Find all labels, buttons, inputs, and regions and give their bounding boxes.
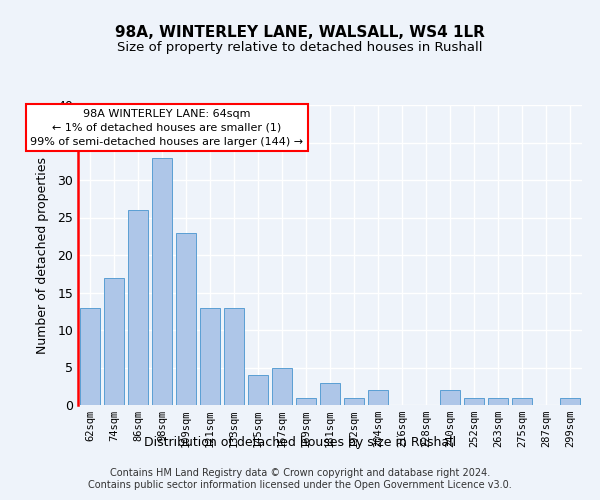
Bar bbox=[464, 398, 484, 405]
Text: Contains public sector information licensed under the Open Government Licence v3: Contains public sector information licen… bbox=[88, 480, 512, 490]
Bar bbox=[104, 278, 124, 405]
Y-axis label: Number of detached properties: Number of detached properties bbox=[36, 156, 49, 354]
Text: Contains HM Land Registry data © Crown copyright and database right 2024.: Contains HM Land Registry data © Crown c… bbox=[110, 468, 490, 477]
Bar bbox=[296, 398, 316, 405]
Bar bbox=[152, 158, 172, 405]
Bar bbox=[200, 308, 220, 405]
Bar bbox=[440, 390, 460, 405]
Bar bbox=[272, 368, 292, 405]
Bar bbox=[560, 398, 580, 405]
Text: 98A, WINTERLEY LANE, WALSALL, WS4 1LR: 98A, WINTERLEY LANE, WALSALL, WS4 1LR bbox=[115, 25, 485, 40]
Bar bbox=[176, 232, 196, 405]
Text: 98A WINTERLEY LANE: 64sqm
← 1% of detached houses are smaller (1)
99% of semi-de: 98A WINTERLEY LANE: 64sqm ← 1% of detach… bbox=[30, 109, 304, 147]
Bar bbox=[512, 398, 532, 405]
Bar bbox=[368, 390, 388, 405]
Text: Size of property relative to detached houses in Rushall: Size of property relative to detached ho… bbox=[117, 41, 483, 54]
Bar bbox=[320, 382, 340, 405]
Bar bbox=[488, 398, 508, 405]
Bar bbox=[248, 375, 268, 405]
Bar bbox=[344, 398, 364, 405]
Text: Distribution of detached houses by size in Rushall: Distribution of detached houses by size … bbox=[144, 436, 456, 449]
Bar bbox=[80, 308, 100, 405]
Bar bbox=[224, 308, 244, 405]
Bar bbox=[128, 210, 148, 405]
